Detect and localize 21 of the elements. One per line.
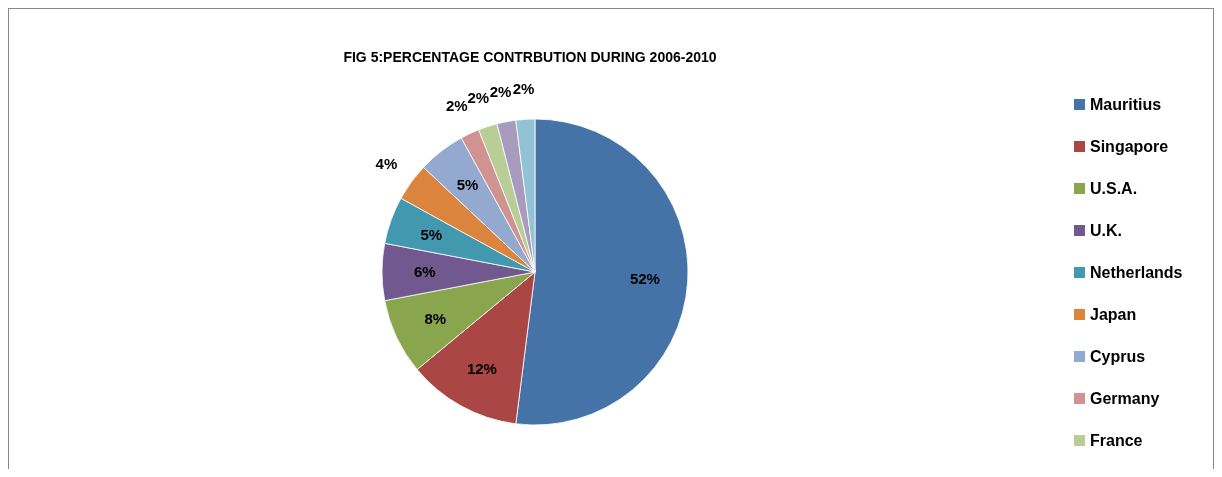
data-label: 5% xyxy=(456,176,479,194)
data-label: 4% xyxy=(375,155,398,173)
data-label: 2% xyxy=(489,82,512,100)
legend-label: France xyxy=(1090,431,1143,449)
legend-label: Japan xyxy=(1090,305,1137,323)
legend-label: Netherlands xyxy=(1090,263,1183,281)
legend-label: Cyprus xyxy=(1090,347,1146,365)
data-label: 5% xyxy=(420,225,443,243)
data-label: 52% xyxy=(629,270,660,288)
chart-title: FIG 5:PERCENTAGE CONTRBUTION DURING 2006-2010 xyxy=(343,49,717,65)
legend-label: U.K. xyxy=(1090,221,1122,239)
data-label: 8% xyxy=(424,310,447,328)
data-label: 6% xyxy=(414,263,436,281)
legend-label: U.S.A. xyxy=(1090,179,1138,197)
legend-label: Germany xyxy=(1090,389,1160,407)
data-label: 12% xyxy=(466,359,497,377)
data-label: 2% xyxy=(467,88,490,106)
legend-label: Singapore xyxy=(1090,137,1169,155)
data-label: 2% xyxy=(445,97,468,115)
data-label: 2% xyxy=(512,80,535,98)
legend-label: Mauritius xyxy=(1090,95,1162,113)
